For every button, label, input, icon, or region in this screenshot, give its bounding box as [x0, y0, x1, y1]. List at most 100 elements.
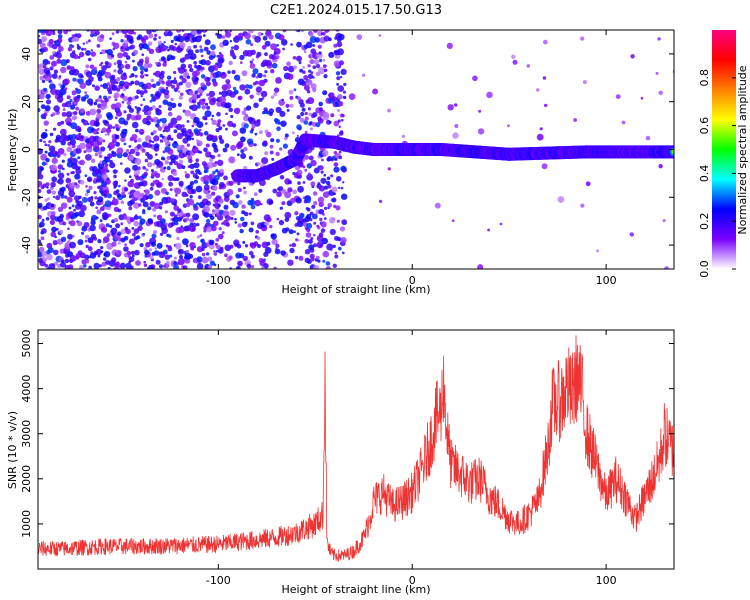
spectrogram-cell	[210, 44, 216, 51]
spectrogram-cell	[232, 55, 237, 60]
spectrogram-cell	[189, 195, 193, 199]
spectrogram-cell	[199, 92, 203, 96]
spectrogram-cell	[313, 59, 320, 65]
spectrogram-cell	[106, 169, 110, 173]
spectrogram-cell	[43, 116, 47, 120]
spectrogram-cell	[196, 263, 204, 269]
spectrogram-cell	[109, 224, 113, 228]
spectrogram-cell	[84, 91, 87, 94]
spectrogram-cell	[318, 58, 323, 63]
spectrogram-cell	[317, 182, 321, 186]
spectrogram-cell	[253, 102, 259, 109]
spectrogram-cell	[102, 83, 109, 89]
spectrogram-cell	[134, 80, 140, 86]
spectrogram-cell	[139, 90, 145, 96]
spectrogram-cell	[171, 198, 175, 202]
spectrogram-cell	[160, 44, 168, 52]
spectrogram-cell	[219, 139, 225, 144]
spectrogram-cell	[205, 81, 211, 87]
spectrogram-cell	[238, 95, 243, 101]
spectrogram-cell	[216, 122, 221, 127]
spectrogram-cell	[153, 135, 160, 142]
spectrogram-cell	[250, 265, 255, 269]
spectrogram-cell	[296, 115, 301, 120]
spectrogram-cell	[107, 193, 112, 199]
spectrogram-cell	[233, 107, 241, 115]
spectrogram-cell	[287, 180, 292, 185]
spectrogram-cell	[188, 131, 194, 138]
spectrogram-cell	[189, 218, 195, 224]
spectrogram-cell	[67, 158, 72, 163]
spectrogram-cell	[173, 77, 177, 80]
spectrogram-cell	[322, 259, 326, 263]
spectrogram-cell	[334, 251, 338, 255]
spectrogram-cell	[56, 58, 62, 64]
spectrogram-cell	[269, 224, 273, 229]
spectrogram-cell	[158, 111, 162, 115]
spectrogram-cell	[268, 108, 274, 114]
spectrogram-cell	[181, 124, 185, 128]
spectrogram-cell	[314, 37, 321, 43]
spectrogram-cell	[238, 200, 243, 205]
spectrogram-cell	[166, 156, 171, 160]
spectrogram-cell	[95, 206, 98, 209]
spectrogram-cell	[100, 206, 105, 212]
spectrogram-cell	[38, 173, 44, 180]
spectrogram-cell	[156, 160, 164, 168]
spectrogram-cell	[307, 97, 315, 105]
spectrogram-cell	[284, 211, 292, 219]
spectrogram-cell	[72, 77, 77, 82]
spectrogram-cell	[187, 198, 195, 206]
spectrogram-cell	[322, 32, 326, 36]
spectrogram-cell	[315, 122, 321, 128]
spectrogram-cell	[324, 217, 327, 220]
spectrogram-cell	[43, 140, 46, 144]
spectrogram-cell	[132, 232, 136, 237]
spectrogram-cell	[234, 221, 238, 224]
spectrogram-cell	[53, 105, 60, 112]
spectrogram-cell	[38, 38, 43, 45]
spectrogram-cell	[64, 87, 68, 91]
spectrogram-cell	[312, 191, 318, 196]
spectrogram-cell	[96, 131, 100, 135]
snr-background	[38, 330, 674, 569]
spectrogram-cell	[189, 163, 195, 170]
spectrogram-cell	[296, 169, 303, 176]
spectrogram-cell	[149, 186, 154, 191]
spectrogram-cell	[580, 36, 585, 41]
spectrogram-cell	[260, 90, 268, 98]
spectrogram-cell	[84, 192, 89, 197]
spectrogram-cell	[101, 226, 108, 233]
spectrogram-cell	[145, 168, 149, 172]
spectrogram-cell	[192, 145, 196, 149]
spectrogram-cell	[658, 164, 663, 169]
spectrogram-cell	[46, 60, 51, 65]
spectrogram-cell	[170, 117, 178, 125]
spectrogram-cell	[362, 73, 366, 77]
spectrogram-cell	[77, 166, 81, 170]
spectrogram-cell	[251, 124, 256, 129]
spectrogram-cell	[224, 31, 232, 38]
spectrogram-cell	[254, 199, 261, 207]
spectrogram-cell	[103, 251, 111, 258]
spectrogram-cell	[179, 81, 183, 86]
spectrogram-cell	[348, 93, 356, 100]
spectrogram-cell	[84, 234, 90, 240]
spectrogram-cell	[89, 239, 94, 243]
spectrogram-cell	[335, 176, 342, 182]
colorbar-tick-label: 0.0	[698, 260, 711, 278]
spectrogram-cell	[133, 215, 139, 220]
spectrogram-cell	[294, 255, 299, 260]
spectrogram-cell	[198, 171, 202, 175]
spectrogram-cell	[297, 185, 304, 193]
spectrogram-cell	[201, 66, 205, 71]
spectrogram-cell	[191, 124, 195, 128]
spectrogram-cell	[136, 106, 142, 112]
spectrogram-cell	[116, 59, 123, 65]
spectrogram-cell	[206, 226, 213, 233]
spectrogram-cell	[286, 108, 290, 112]
spectrogram-cell	[243, 165, 248, 171]
spectrogram-cell	[307, 73, 314, 80]
spectrogram-cell	[230, 114, 234, 119]
